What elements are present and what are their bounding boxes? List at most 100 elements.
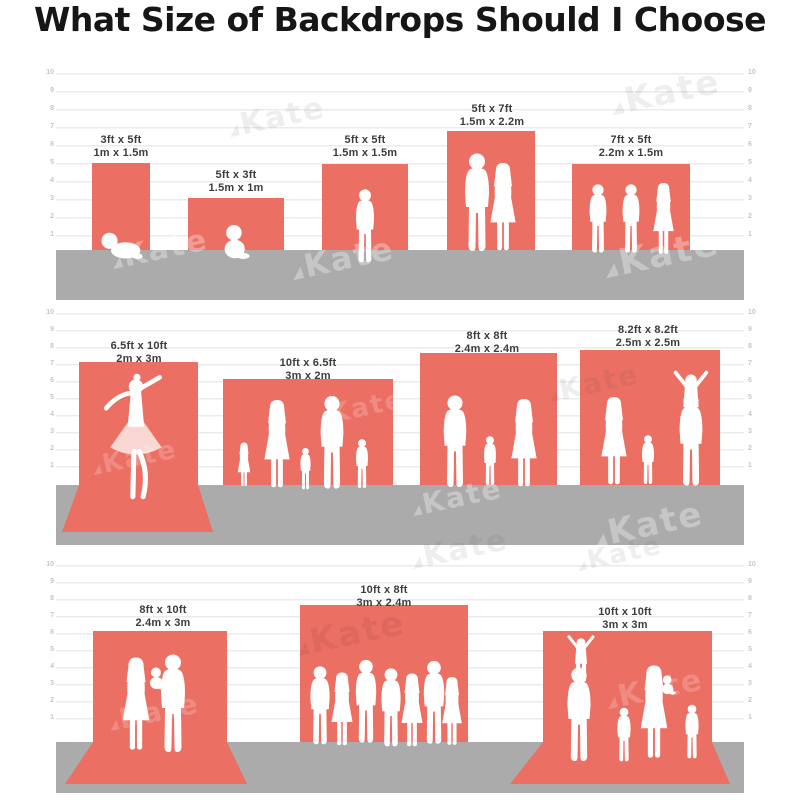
size-label-m: 1m x 1.5m [93, 146, 149, 159]
ruler-number: 2 [50, 697, 54, 704]
ruler-number: 1 [50, 231, 54, 238]
adult-silhouette [442, 677, 462, 745]
kate-logo-mark [610, 100, 625, 116]
ruler-number: 2 [50, 445, 54, 452]
floor-strip [56, 250, 744, 300]
ruler-left: 10 9 8 7 6 5 4 3 2 1 [40, 69, 54, 249]
size-label-m: 2.2m x 1.5m [598, 146, 664, 159]
ruler-number: 6 [50, 629, 54, 636]
ballerina-silhouette [106, 374, 162, 497]
ruler-number: 10 [748, 561, 756, 568]
woman-silhouette [490, 163, 516, 251]
ruler-number: 10 [46, 309, 54, 316]
ruler-number: 7 [748, 360, 752, 367]
ruler-number: 6 [748, 377, 752, 384]
ruler-number: 5 [50, 159, 54, 166]
size-label: 5ft x 3ft 1.5m x 1m [208, 169, 263, 195]
ruler-number: 5 [748, 394, 752, 401]
size-label: 5ft x 7ft 1.5m x 2.2m [460, 103, 525, 129]
ruler-number: 2 [50, 213, 54, 220]
ruler-number: 10 [46, 561, 54, 568]
ruler-number: 4 [748, 663, 752, 670]
ruler-number: 10 [46, 69, 54, 76]
ruler-number: 3 [50, 428, 54, 435]
adult-silhouette [381, 668, 401, 747]
adult-silhouette [355, 659, 377, 743]
kate-logo-mark [91, 464, 103, 476]
size-label-ft: 7ft x 5ft [610, 134, 652, 146]
kate-logo-mark [606, 696, 619, 710]
toddler-silhouette [300, 447, 311, 490]
child-silhouette [642, 435, 654, 484]
size-label-m: 2.4m x 3m [135, 616, 191, 629]
size-label-ft: 8.2ft x 8.2ft [617, 324, 679, 336]
kate-logo-mark [318, 414, 330, 426]
ruler-number: 8 [748, 105, 752, 112]
kate-logo-mark [295, 641, 310, 657]
size-label: 8ft x 10ft 2.4m x 3m [135, 604, 190, 630]
kate-logo-mark [108, 719, 120, 732]
ruler-number: 9 [50, 578, 54, 585]
size-label: 3ft x 5ft 1m x 1.5m [93, 134, 148, 160]
ruler-number: 8 [748, 343, 752, 350]
kate-logo-mark [111, 256, 124, 270]
child-silhouette [589, 184, 607, 253]
backdrop-5ft-x-7ft [447, 131, 535, 250]
ruler-number: 10 [748, 309, 756, 316]
size-label: 10ft x 6.5ft 3m x 2m [280, 357, 337, 383]
page-title: What Size of Backdrops Should I Choose [33, 0, 767, 39]
ruler-number: 2 [748, 213, 752, 220]
ruler-number: 5 [748, 646, 752, 653]
adult-silhouette [331, 672, 353, 746]
adult-silhouette [310, 666, 330, 745]
ruler-number: 2 [748, 697, 752, 704]
size-label-ft: 10ft x 8ft [360, 584, 408, 596]
ruler-number: 7 [748, 612, 752, 619]
size-label: 10ft x 8ft 3m x 2.4m [356, 584, 411, 610]
ruler-right: 10 9 8 7 6 5 4 3 2 1 [748, 309, 762, 479]
ruler-number: 1 [748, 462, 752, 469]
kate-logo-mark [548, 390, 560, 403]
ballerina-icon [62, 362, 213, 512]
size-label: 10ft x 10ft 3m x 3m [598, 606, 652, 632]
ruler-number: 6 [748, 141, 752, 148]
adult-silhouette [401, 673, 423, 747]
ruler-number: 6 [50, 141, 54, 148]
ruler-number: 7 [50, 612, 54, 619]
couple-icon [465, 153, 516, 251]
ruler-number: 5 [50, 646, 54, 653]
ruler-number: 8 [50, 595, 54, 602]
size-label-ft: 3ft x 5ft [100, 134, 142, 146]
size-label-m: 2.4m x 2.4m [454, 342, 520, 355]
kate-logo-mark [290, 266, 305, 281]
size-label-ft: 6.5ft x 10ft [110, 340, 168, 352]
baby-silhouette [224, 224, 250, 260]
ruler-left: 10 9 8 7 6 5 4 3 2 1 [40, 561, 54, 731]
size-label-ft: 5ft x 3ft [215, 169, 257, 181]
size-label-ft: 8ft x 10ft [139, 604, 187, 616]
size-label-m: 3m x 2m [285, 369, 331, 382]
size-label-ft: 8ft x 8ft [466, 330, 508, 342]
size-label-m: 3m x 2.4m [356, 596, 412, 609]
ruler-number: 2 [748, 445, 752, 452]
ruler-number: 7 [50, 360, 54, 367]
ruler-number: 4 [748, 411, 752, 418]
kate-logo-mark [576, 560, 588, 572]
scale-row-1: 10 9 8 7 6 5 4 3 2 1 10 9 8 7 6 5 4 3 2 1 3ft x 5ft 1m x 1 [0, 66, 800, 300]
size-label-m: 3m x 3m [602, 618, 648, 631]
girl-silhouette [237, 442, 251, 487]
size-label: 8ft x 8ft 2.4m x 2.4m [455, 330, 520, 356]
ruler-number: 9 [50, 87, 54, 94]
size-label-ft: 5ft x 7ft [471, 103, 513, 115]
ruler-number: 4 [50, 663, 54, 670]
ruler-number: 8 [748, 595, 752, 602]
ruler-number: 7 [748, 123, 752, 130]
size-label-ft: 10ft x 10ft [598, 606, 652, 618]
ruler-right: 10 9 8 7 6 5 4 3 2 1 [748, 69, 762, 249]
ruler-number: 1 [50, 714, 54, 721]
father-silhouette [567, 667, 591, 762]
ruler-number: 9 [50, 326, 54, 333]
size-label: 7ft x 5ft 2.2m x 1.5m [599, 134, 664, 160]
ruler-number: 7 [50, 123, 54, 130]
